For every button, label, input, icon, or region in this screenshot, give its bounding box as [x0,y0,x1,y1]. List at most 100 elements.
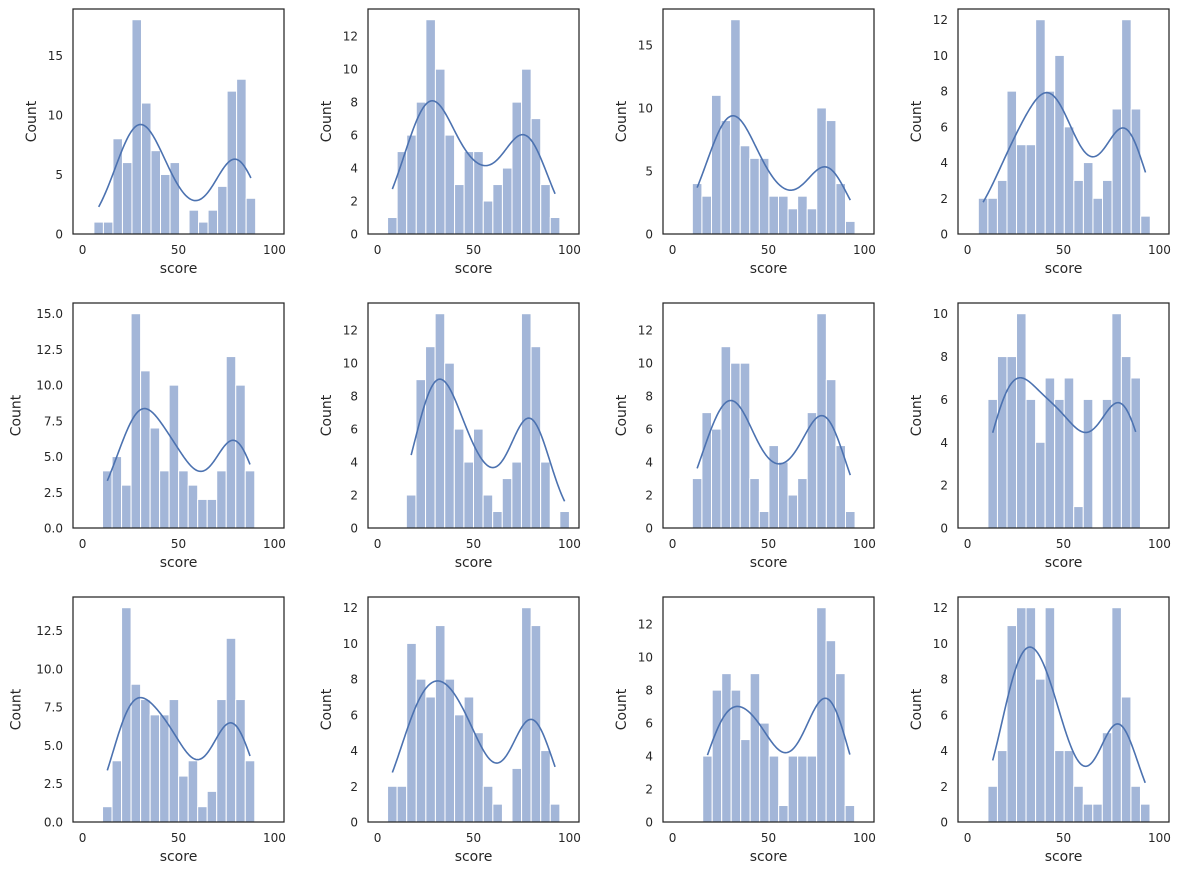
histogram-bar [406,642,417,823]
histogram-panel-7: 0 50 100 0 2 4 6 8 10 12 score Count [614,302,876,571]
y-tick-label: 0 [940,522,948,536]
histogram-bar [996,179,1008,235]
histogram-bar [444,134,456,235]
y-tick-label: 6 [940,120,948,134]
histogram-bar [102,221,114,235]
x-axis-label: score [455,849,493,865]
histogram-bar [405,494,417,529]
histogram-bar [492,184,503,235]
histogram-panel-6: 0 50 100 0 2 4 6 8 10 12 score Count [319,302,581,571]
histogram-bar [787,755,799,823]
y-tick-label: 4 [940,436,948,450]
y-tick-label: 8 [645,684,653,698]
histogram-bar [425,696,436,823]
y-tick-label: 6 [940,708,948,722]
histogram-bar [521,68,532,235]
x-axis-label: score [1045,849,1083,865]
kde-line [696,399,852,476]
y-tick-label: 10 [638,101,653,115]
histogram-bar [159,714,170,823]
histogram-bar [387,217,398,235]
histogram-bar [1054,750,1065,823]
y-tick-label: 2 [940,780,948,794]
histogram-bar [206,790,218,823]
histogram-bar [721,673,732,823]
x-tick-label: 0 [669,243,677,257]
histogram-panel-8: 0 50 100 0 2 4 6 8 10 score Count [909,302,1171,571]
histogram-bar [1101,398,1113,529]
y-tick-label: 15.0 [36,307,63,321]
y-tick-label: 6 [645,717,653,731]
histogram-bar [197,806,208,823]
histogram-bar [768,755,780,823]
histogram-bar [1130,377,1141,529]
histogram-bar [777,195,789,235]
histogram-bar [168,384,180,529]
x-tick-label: 50 [466,243,481,257]
x-axis-label: score [160,555,198,571]
histogram-bar [1102,179,1113,235]
x-tick-label: 100 [1148,243,1171,257]
histogram-bar [1044,607,1056,823]
x-tick-label: 0 [79,537,87,551]
histogram-bar [244,470,256,529]
histogram-bar [825,640,837,823]
x-tick-label: 50 [466,831,481,845]
x-tick-label: 50 [761,243,776,257]
histogram-bar [1130,785,1141,823]
y-tick-label: 4 [645,456,653,470]
kde-line [982,91,1147,203]
y-axis-label: Count [614,394,630,436]
kde-line [991,376,1137,434]
y-tick-label: 2 [645,783,653,797]
histogram-bar [463,461,474,529]
y-tick-label: 8 [940,350,948,364]
x-tick-label: 100 [853,831,876,845]
x-tick-label: 0 [669,831,677,845]
histogram-bar [787,494,799,529]
x-axis-label: score [455,555,493,571]
y-tick-label: 8 [645,390,653,404]
x-tick-label: 100 [853,243,876,257]
y-tick-label: 8 [350,96,358,110]
y-tick-label: 12 [638,618,653,632]
x-tick-label: 50 [466,537,481,551]
histogram-bar [1063,750,1075,823]
y-tick-label: 6 [940,393,948,407]
y-tick-label: 6 [350,423,358,437]
y-tick-label: 4 [940,156,948,170]
histogram-bar [711,689,723,823]
x-tick-label: 100 [1148,831,1171,845]
histogram-panel-12: 0 50 100 0 2 4 6 8 10 12 score Count [909,596,1171,865]
histogram-bar [444,678,456,823]
y-tick-label: 0.0 [44,816,63,830]
histogram-bar [1111,313,1122,529]
histogram-bar [492,511,503,529]
histogram-bar [730,362,741,529]
y-axis-label: Count [909,688,925,730]
histogram-bar [844,805,856,823]
x-tick-label: 0 [374,831,382,845]
histogram-bar [1006,625,1018,823]
kde-line [97,123,252,208]
histogram-bar [1073,785,1084,823]
x-tick-label: 50 [1056,243,1071,257]
histogram-bar [835,183,846,235]
axes-frame [662,302,875,529]
histogram-bar [236,78,247,235]
histogram-bar [216,470,227,529]
y-tick-label: 2.5 [44,486,63,500]
y-tick-label: 2 [350,489,358,503]
y-tick-label: 2.5 [44,777,63,791]
y-tick-label: 8 [940,673,948,687]
histogram-bar [1092,197,1104,235]
histogram-bar [720,346,732,529]
y-tick-label: 10 [343,63,358,77]
histogram-bar [1025,398,1037,529]
x-tick-label: 0 [79,243,87,257]
histogram-bar [549,217,561,235]
axes-frame [662,596,875,823]
axes-frame [367,596,580,823]
histogram-bar [188,209,200,235]
